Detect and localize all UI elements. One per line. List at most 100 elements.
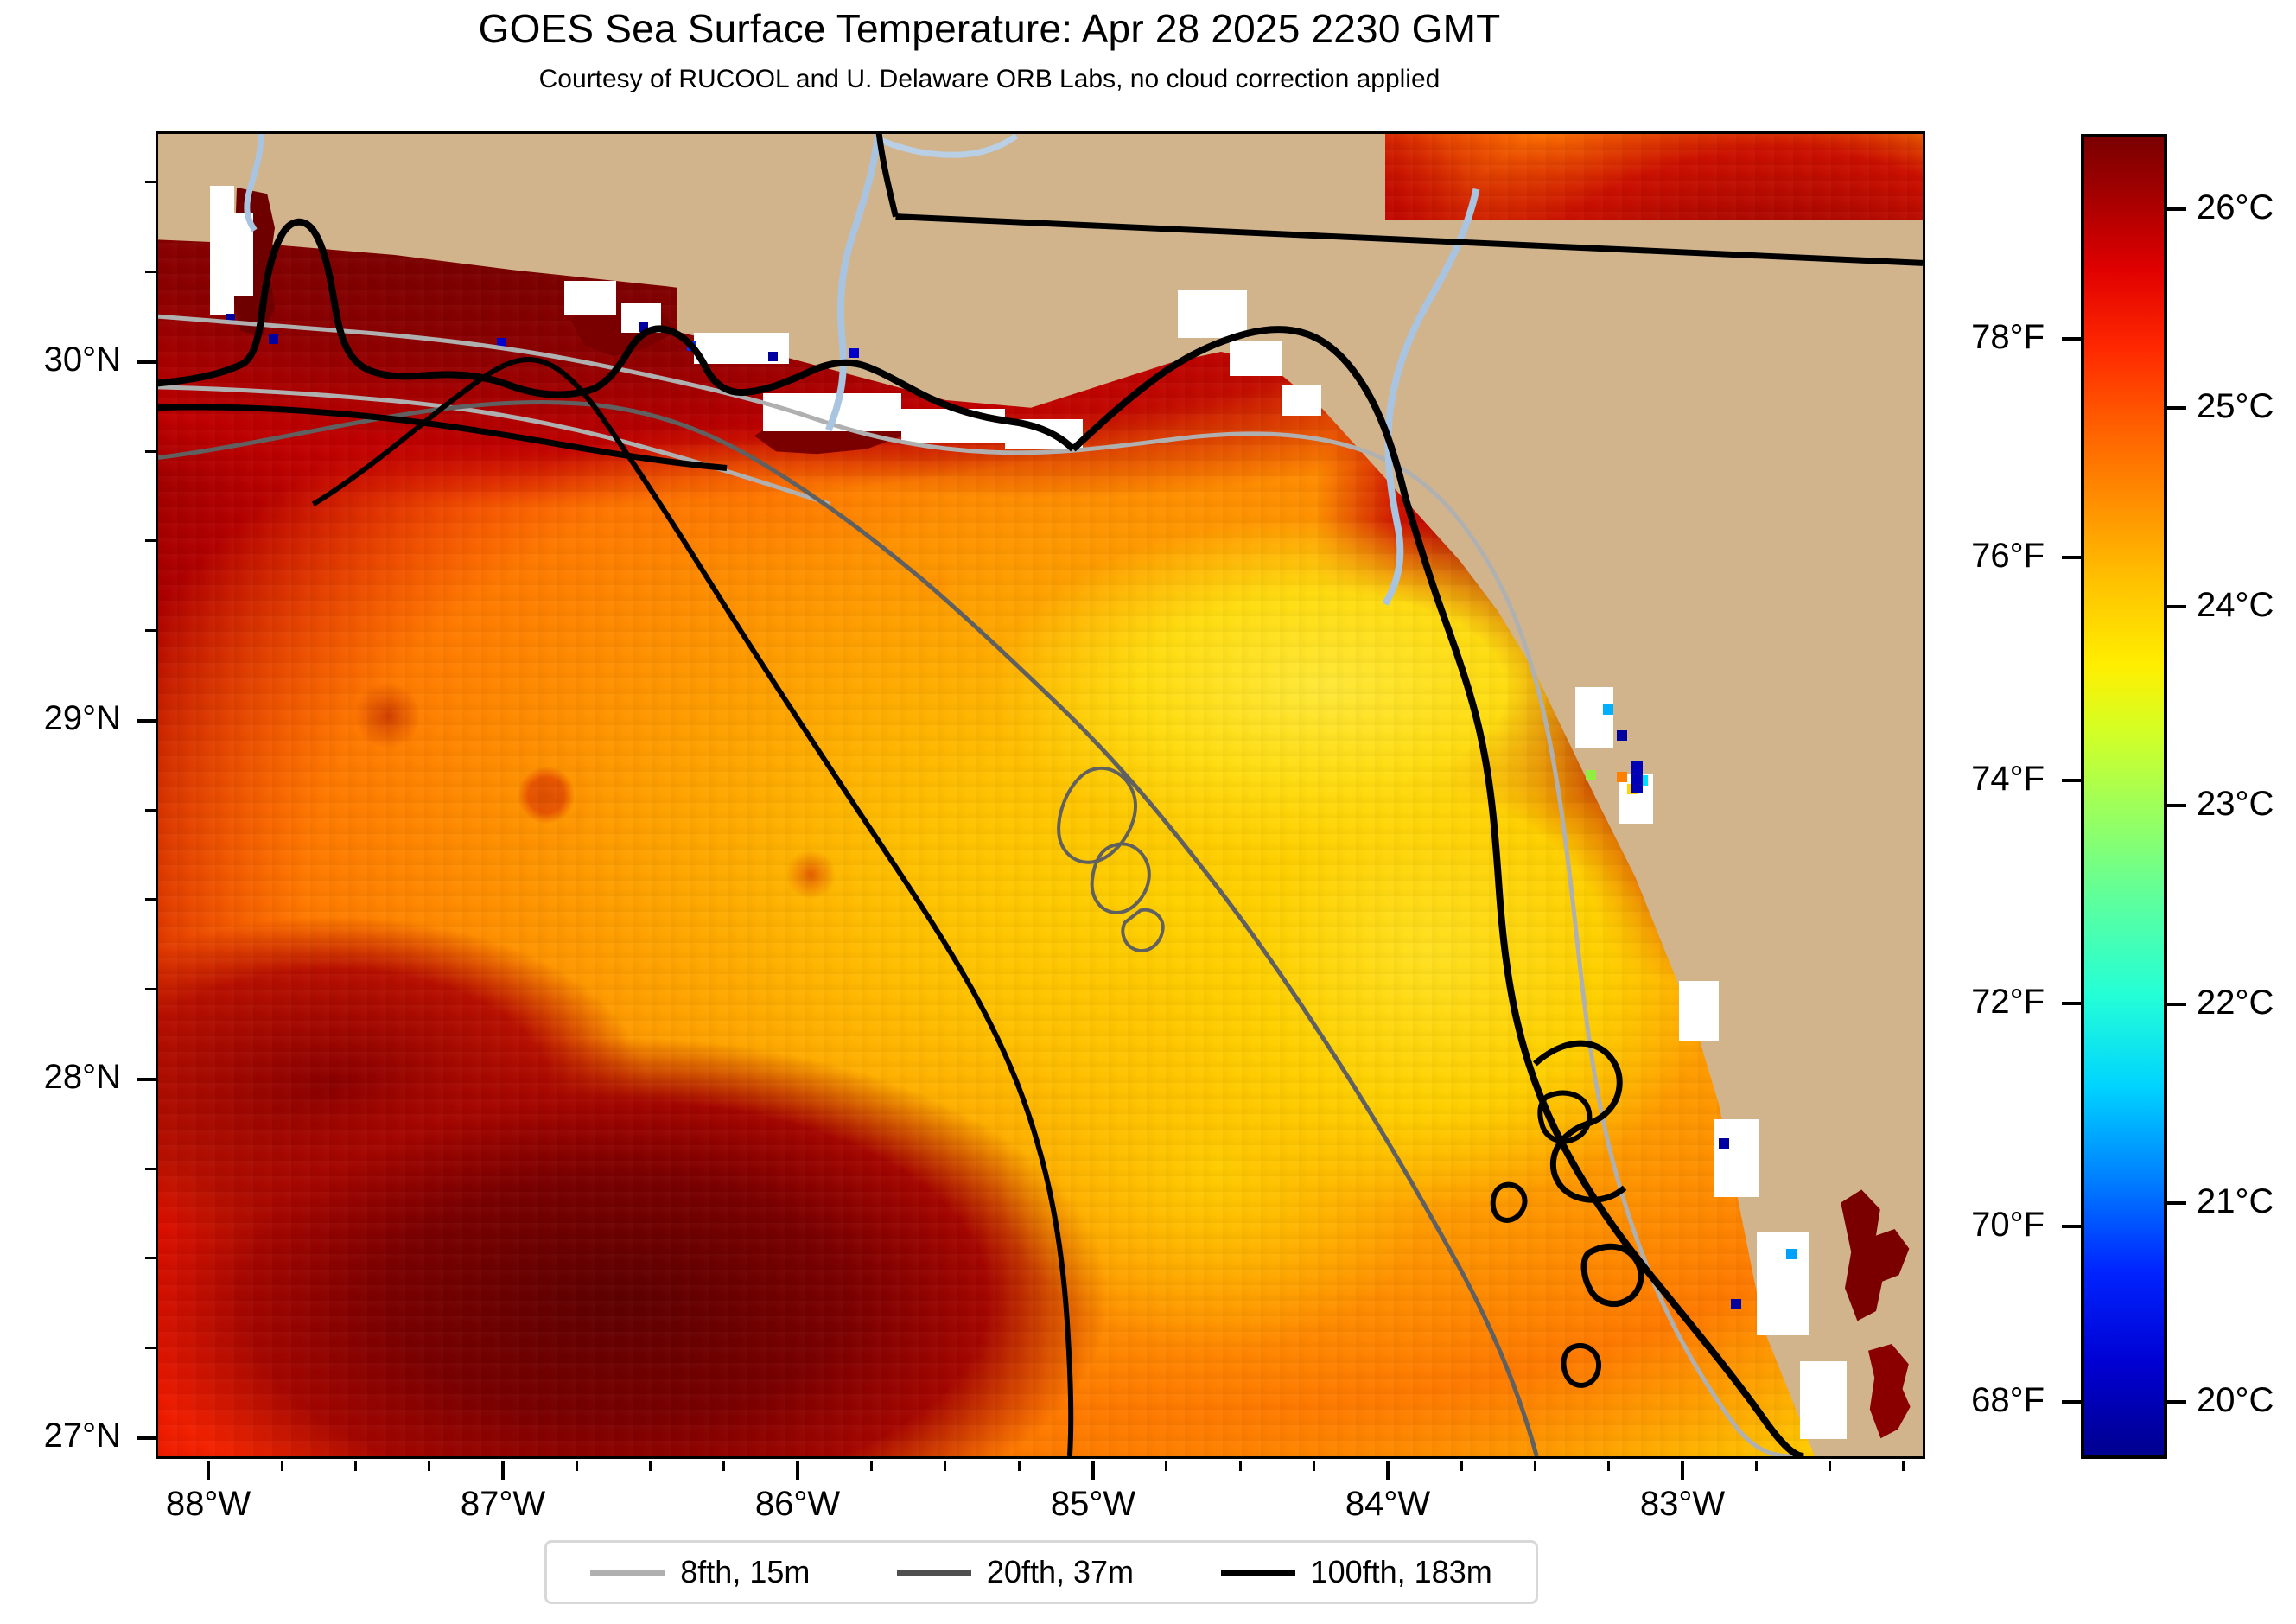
x-tick-minor: [722, 1461, 725, 1471]
y-tick-minor: [145, 988, 156, 990]
coastline-north-gulf: [158, 218, 1076, 452]
cb-label-f: 76°F: [1971, 537, 2045, 575]
cb-label-f: 68°F: [1971, 1381, 2045, 1419]
legend-label-8fth: 8fth, 15m: [680, 1554, 811, 1589]
page-subtitle: Courtesy of RUCOOL and U. Delaware ORB L…: [538, 65, 1441, 93]
x-tick-major: [1681, 1461, 1684, 1480]
x-tick-major: [1091, 1461, 1095, 1480]
x-tick-minor: [870, 1461, 873, 1471]
anomalous-cold-pixels: [158, 134, 1923, 1456]
cb-label-c: 22°C: [2197, 984, 2274, 1022]
contour-middle-grounds: [1057, 766, 1137, 864]
cb-tick-f: [2062, 1225, 2081, 1228]
coastline-island-2: [1561, 1343, 1602, 1388]
depth-contour-legend: 8fth, 15m 20fth, 37m 100fth, 183m: [544, 1540, 1538, 1604]
x-tick-minor: [1534, 1461, 1536, 1471]
x-tick-minor: [1902, 1461, 1905, 1471]
x-tick-minor: [649, 1461, 652, 1471]
y-axis-label: 30°N: [43, 341, 121, 379]
coastline-island-1: [1490, 1181, 1528, 1223]
x-tick-minor: [281, 1461, 283, 1471]
rivers-layer: [244, 134, 1480, 606]
y-tick-minor: [145, 629, 156, 632]
cb-tick-f: [2062, 556, 2081, 559]
cb-tick-f: [2062, 779, 2081, 782]
cb-label-c: 25°C: [2197, 387, 2274, 425]
x-tick-major: [796, 1461, 799, 1480]
y-tick-minor: [145, 539, 156, 542]
y-tick-major: [137, 1078, 156, 1081]
river-suwannee: [1382, 188, 1480, 606]
sst-map-axes: [156, 131, 1925, 1459]
colorbar: [2081, 134, 2167, 1459]
cb-tick-c: [2167, 1003, 2186, 1006]
river-mobile: [244, 134, 264, 232]
legend-item-100fth: 100fth, 183m: [1220, 1554, 1492, 1590]
x-axis-label: 88°W: [165, 1485, 251, 1523]
y-axis-label: 29°N: [43, 699, 121, 737]
cb-tick-c: [2167, 804, 2186, 807]
sst-raster: [158, 134, 1923, 1456]
cb-label-c: 21°C: [2197, 1182, 2274, 1220]
contour-100fth-183m: [311, 356, 1074, 1456]
river-tributary: [877, 134, 1019, 158]
x-tick-minor: [1165, 1461, 1167, 1471]
cb-label-f: 72°F: [1971, 983, 2045, 1021]
y-tick-minor: [145, 450, 156, 453]
y-tick-minor: [145, 181, 156, 183]
cb-label-c: 26°C: [2197, 188, 2274, 226]
x-axis-label: 84°W: [1345, 1485, 1431, 1523]
cb-label-f: 74°F: [1971, 760, 2045, 798]
cb-tick-f: [2062, 1400, 2081, 1404]
legend-label-100fth: 100fth, 183m: [1310, 1554, 1492, 1589]
coastline-big-bend: [1071, 326, 1409, 500]
x-tick-minor: [1313, 1461, 1315, 1471]
coastline-barrier-islands: [158, 404, 728, 471]
x-tick-minor: [1018, 1461, 1021, 1471]
x-tick-minor: [1239, 1461, 1242, 1471]
x-tick-minor: [1755, 1461, 1758, 1471]
legend-item-20fth: 20fth, 37m: [896, 1554, 1135, 1590]
legend-label-20fth: 20fth, 37m: [986, 1554, 1135, 1589]
x-tick-minor: [428, 1461, 430, 1471]
x-tick-major: [1386, 1461, 1390, 1480]
cb-tick-f: [2062, 337, 2081, 341]
x-tick-minor: [944, 1461, 946, 1471]
state-border-line: [895, 213, 1923, 266]
legend-line-100fth-icon: [1220, 1569, 1295, 1576]
cb-tick-c: [2167, 406, 2186, 410]
contour-8fth-15m-offshore: [158, 385, 831, 506]
y-tick-minor: [145, 1257, 156, 1259]
x-tick-minor: [1460, 1461, 1463, 1471]
y-axis-label: 27°N: [43, 1417, 121, 1455]
x-axis-label: 86°W: [754, 1485, 841, 1523]
state-border-vertical: [875, 134, 899, 218]
x-tick-major: [501, 1461, 505, 1480]
cb-label-c: 23°C: [2197, 785, 2274, 823]
y-tick-major: [137, 1436, 156, 1440]
cb-tick-c: [2167, 1201, 2186, 1205]
coastline-charlotte-harbor: [1580, 1243, 1644, 1307]
cb-label-c: 20°C: [2197, 1381, 2274, 1419]
legend-item-8fth: 8fth, 15m: [590, 1554, 810, 1590]
cb-tick-c: [2167, 207, 2186, 211]
coastline-west-florida: [1402, 498, 1804, 1456]
coastline-layer: [158, 134, 1923, 1456]
river-apalachicola: [825, 134, 881, 432]
x-tick-minor: [1829, 1461, 1831, 1471]
y-tick-major: [137, 719, 156, 723]
coastline-tampa-bay-inner: [1537, 1090, 1593, 1144]
x-axis-label: 87°W: [460, 1485, 546, 1523]
contour-middle-grounds-2: [1090, 842, 1151, 914]
x-tick-minor: [354, 1461, 357, 1471]
cb-tick-c: [2167, 1400, 2186, 1404]
contour-20fth-37m: [158, 400, 1539, 1456]
y-tick-minor: [145, 1168, 156, 1170]
cb-tick-c: [2167, 605, 2186, 608]
x-tick-minor: [1607, 1461, 1610, 1471]
x-axis-label: 85°W: [1050, 1485, 1136, 1523]
cb-tick-f: [2062, 1002, 2081, 1005]
x-tick-major: [207, 1461, 210, 1480]
legend-line-20fth-icon: [896, 1569, 971, 1576]
y-tick-minor: [145, 271, 156, 273]
